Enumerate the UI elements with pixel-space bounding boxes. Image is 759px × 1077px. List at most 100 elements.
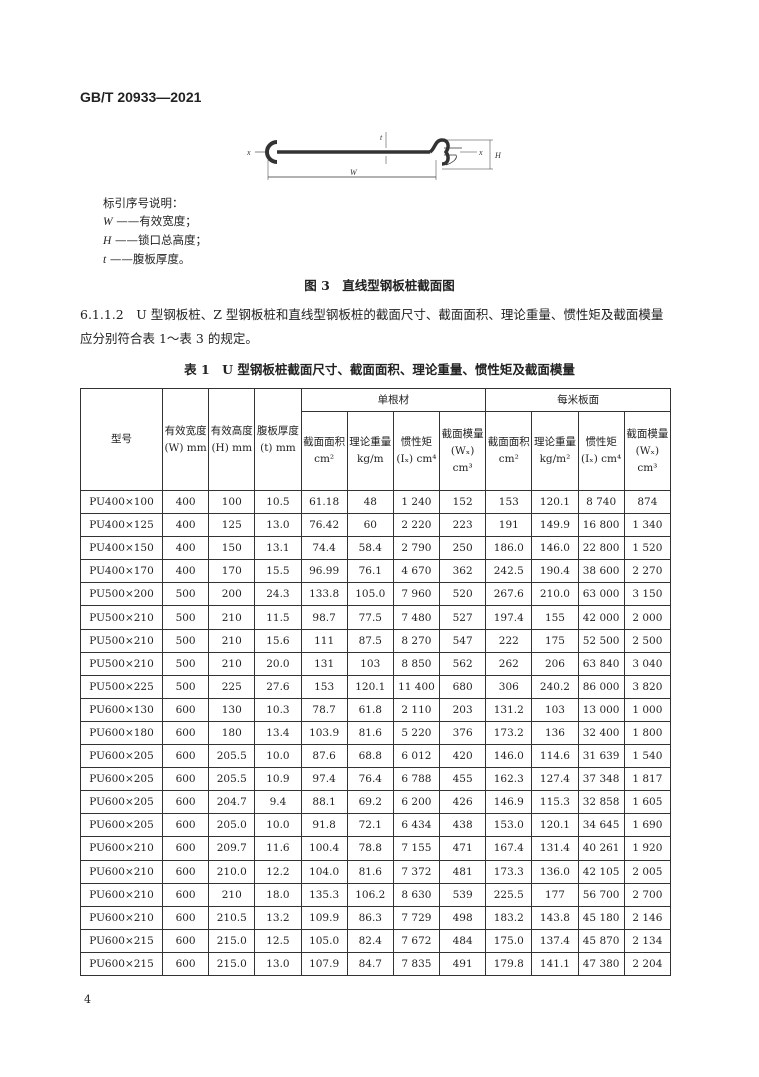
value-cell: 210.5 xyxy=(208,905,256,930)
value-cell: 106.2 xyxy=(346,882,394,907)
table-caption: 表 1 U 型钢板桩截面尺寸、截面面积、理论重量、惯性矩及截面模量 xyxy=(184,362,575,377)
value-cell: 12.2 xyxy=(254,859,302,884)
value-cell: 600 xyxy=(161,859,210,884)
value-cell: 562 xyxy=(439,651,487,676)
value-cell: 1 817 xyxy=(623,767,672,792)
header-height: 有效高度(H) mm xyxy=(208,388,256,491)
value-cell: 175.0 xyxy=(485,928,533,953)
value-cell: 1 690 xyxy=(623,813,672,838)
value-cell: 135.3 xyxy=(300,882,348,907)
model-cell: PU600×210 xyxy=(80,905,163,930)
table-row: PU600×205 600 205.5 10.0 87.6 68.8 6 012 420 146… xyxy=(80,744,672,769)
value-cell: 115.3 xyxy=(531,790,579,815)
value-cell: 874 xyxy=(623,489,672,515)
value-cell: 10.3 xyxy=(254,697,302,722)
model-cell: PU600×130 xyxy=(80,697,163,722)
value-cell: 13.0 xyxy=(254,951,302,976)
value-cell: 600 xyxy=(161,720,210,746)
value-cell: 45 180 xyxy=(577,905,625,930)
legend-title: 标引序号说明： xyxy=(103,196,184,210)
value-cell: 203 xyxy=(439,697,487,722)
value-cell: 186.0 xyxy=(485,536,533,561)
group-header-per-meter: 每米板面 xyxy=(485,388,671,412)
value-cell: 105.0 xyxy=(346,582,394,607)
value-cell: 520 xyxy=(439,582,487,607)
value-cell: 103 xyxy=(346,651,394,676)
value-cell: 8 630 xyxy=(392,882,441,907)
table-row: PU600×210 600 209.7 11.6 100.4 78.8 7 155 471 16… xyxy=(80,836,672,861)
value-cell: 120.1 xyxy=(346,674,394,699)
value-cell: 81.6 xyxy=(346,720,394,746)
table-row: PU400×100 400 100 10.5 61.18 48 1 240 152 153 120… xyxy=(80,489,672,515)
value-cell: 600 xyxy=(161,744,210,769)
value-cell: 63 000 xyxy=(577,582,625,607)
value-cell: 10.0 xyxy=(254,744,302,769)
value-cell: 56 700 xyxy=(577,882,625,907)
legend-text: ——有效宽度； xyxy=(116,214,197,228)
model-cell: PU400×100 xyxy=(80,489,163,515)
value-cell: 96.99 xyxy=(300,559,348,584)
value-cell: 131 xyxy=(300,651,348,676)
table-row: PU600×180 600 180 13.4 103.9 81.6 5 220 376 173.… xyxy=(80,720,672,746)
value-cell: 600 xyxy=(161,951,210,976)
value-cell: 500 xyxy=(161,605,210,630)
value-cell: 210 xyxy=(208,628,256,653)
t-label: t xyxy=(380,133,383,142)
value-cell: 471 xyxy=(439,836,487,861)
model-cell: PU600×210 xyxy=(80,859,163,884)
value-cell: 13 000 xyxy=(577,697,625,722)
value-cell: 1 800 xyxy=(623,720,672,746)
table-row: PU600×215 600 215.0 12.5 105.0 82.4 7 672 484 17… xyxy=(80,928,672,953)
value-cell: 153 xyxy=(485,489,533,515)
model-cell: PU600×215 xyxy=(80,928,163,953)
h-label: H xyxy=(494,151,502,160)
value-cell: 133.8 xyxy=(300,582,348,607)
value-cell: 12.5 xyxy=(254,928,302,953)
value-cell: 197.4 xyxy=(485,605,533,630)
value-cell: 420 xyxy=(439,744,487,769)
value-cell: 267.6 xyxy=(485,582,533,607)
value-cell: 13.0 xyxy=(254,513,302,538)
value-cell: 600 xyxy=(161,767,210,792)
value-cell: 136 xyxy=(531,720,579,746)
value-cell: 86.3 xyxy=(346,905,394,930)
value-cell: 61.18 xyxy=(300,489,348,515)
value-cell: 6 200 xyxy=(392,790,441,815)
value-cell: 200 xyxy=(208,582,256,607)
header-width: 有效宽度(W) mm xyxy=(161,388,210,491)
value-cell: 10.0 xyxy=(254,813,302,838)
value-cell: 206 xyxy=(531,651,579,676)
clause-paragraph: 6.1.1.2 U 型钢板桩、Z 型钢板桩和直线型钢板桩的截面尺寸、截面面积、理… xyxy=(80,307,664,346)
value-cell: 600 xyxy=(161,836,210,861)
value-cell: 47 380 xyxy=(577,951,625,976)
value-cell: 15.6 xyxy=(254,628,302,653)
value-cell: 400 xyxy=(161,559,210,584)
value-cell: 82.4 xyxy=(346,928,394,953)
value-cell: 210 xyxy=(208,651,256,676)
value-cell: 400 xyxy=(161,489,210,515)
group-header-single-pile: 单根材 xyxy=(300,388,487,412)
value-cell: 16 800 xyxy=(577,513,625,538)
value-cell: 149.9 xyxy=(531,513,579,538)
model-cell: PU500×210 xyxy=(80,628,163,653)
value-cell: 31 639 xyxy=(577,744,625,769)
value-cell: 7 155 xyxy=(392,836,441,861)
value-cell: 242.5 xyxy=(485,559,533,584)
value-cell: 5 220 xyxy=(392,720,441,746)
model-cell: PU400×170 xyxy=(80,559,163,584)
model-cell: PU500×210 xyxy=(80,605,163,630)
value-cell: 91.8 xyxy=(300,813,348,838)
model-cell: PU400×125 xyxy=(80,513,163,538)
model-cell: PU600×205 xyxy=(80,744,163,769)
value-cell: 210 xyxy=(208,882,256,907)
model-cell: PU600×180 xyxy=(80,720,163,746)
header-weight: 理论重量 kg/m xyxy=(346,411,394,491)
value-cell: 481 xyxy=(439,859,487,884)
value-cell: 22 800 xyxy=(577,536,625,561)
value-cell: 103 xyxy=(531,697,579,722)
model-cell: PU600×210 xyxy=(80,882,163,907)
value-cell: 1 920 xyxy=(623,836,672,861)
value-cell: 32 400 xyxy=(577,720,625,746)
value-cell: 63 840 xyxy=(577,651,625,676)
value-cell: 13.2 xyxy=(254,905,302,930)
